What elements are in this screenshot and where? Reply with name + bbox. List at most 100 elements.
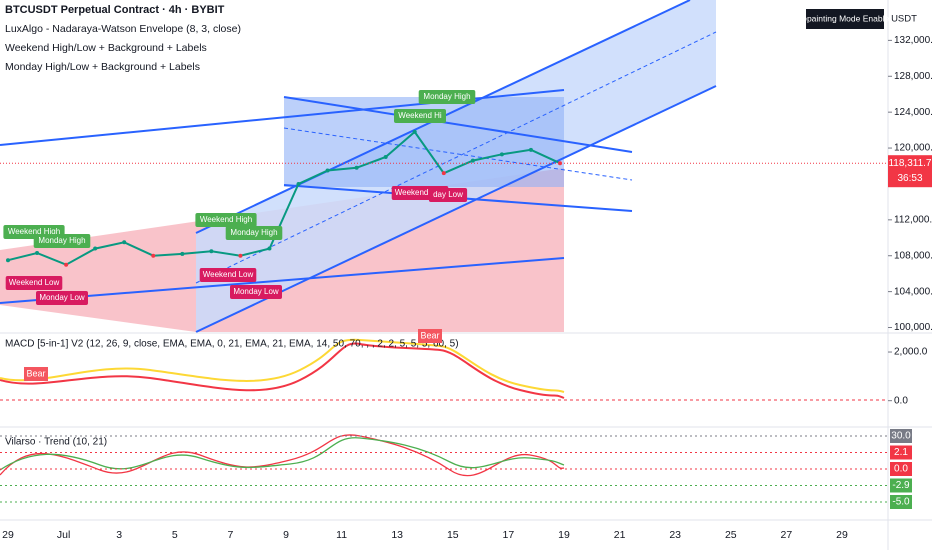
level-label: Weekend Hi — [398, 111, 442, 120]
level-tag — [890, 429, 912, 443]
y-tick-label: 124,000.0 — [894, 107, 932, 118]
signal-line — [0, 338, 565, 393]
price-point — [93, 246, 98, 251]
x-tick-label: 25 — [725, 529, 737, 541]
channel-mid — [283, 127, 633, 181]
y-tick-label: 132,000.0 — [894, 35, 932, 46]
level-tag — [890, 445, 912, 460]
indicator-label: LuxAlgo - Nadaraya-Watson Envelope (8, 3… — [5, 23, 241, 35]
y-tick-label: 100,000.0 — [894, 322, 932, 333]
x-tick-label: 5 — [172, 529, 178, 541]
price-point — [209, 249, 214, 254]
x-tick-label: Jul — [57, 529, 70, 541]
x-tick-label: 3 — [116, 529, 122, 541]
level-label: Weekend Low — [203, 270, 254, 279]
x-tick-label: 21 — [614, 529, 626, 541]
level-label-bg — [230, 285, 282, 299]
level-label: Weekend Low — [395, 188, 446, 197]
y-tick-label: 120,000.0 — [894, 143, 932, 154]
x-tick-label: 17 — [503, 529, 515, 541]
macd-title: MACD [5-in-1] V2 (12, 26, 9, close, EMA,… — [5, 339, 459, 350]
currency: USDT — [891, 14, 917, 25]
price-point — [441, 171, 446, 176]
channel-mid — [195, 31, 717, 284]
symbol-title: BTCUSDT Perpetual Contract · 4h · BYBIT — [5, 4, 225, 16]
level-tag-label: 0.0 — [894, 464, 908, 475]
x-tick-label: 29 — [2, 529, 14, 541]
level-label-bg — [225, 226, 283, 240]
level-label-bg — [195, 213, 257, 227]
level-label-bg — [36, 291, 88, 305]
signal-label: Bear — [420, 330, 439, 340]
price-point — [238, 253, 243, 258]
y-tick-label: 2,000.0 — [894, 347, 928, 358]
level-label-bg — [5, 276, 63, 290]
price-point — [354, 165, 359, 170]
x-tick-label: 19 — [558, 529, 570, 541]
y-tick-label: 112,000.0 — [894, 214, 932, 225]
channel-line — [195, 85, 717, 333]
price-point — [6, 258, 10, 263]
y-tick-label: 128,000.0 — [894, 71, 932, 82]
indicator-label: Weekend High/Low + Background + Labels — [5, 42, 207, 54]
x-tick-label: 27 — [781, 529, 793, 541]
level-tag-label: 2.1 — [894, 447, 908, 458]
price-line — [7, 130, 561, 266]
badge-bg — [806, 9, 884, 29]
y-tick-label: 108,000.0 — [894, 250, 932, 261]
x-tick-label: 7 — [227, 529, 233, 541]
indicator-label: Monday High/Low + Background + Labels — [5, 61, 200, 73]
channel-line — [0, 257, 565, 304]
price-point — [528, 147, 533, 152]
price-point — [122, 240, 127, 245]
y-tick-label: 104,000.0 — [894, 286, 932, 297]
level-label: day Low — [433, 190, 463, 199]
x-tick-label: 9 — [283, 529, 289, 541]
x-tick-label: 23 — [669, 529, 681, 541]
level-label: Weekend High — [200, 215, 252, 224]
level-label-bg — [394, 109, 446, 123]
level-label-bg — [199, 268, 257, 282]
content: BTCUSDT Perpetual Contract · 4h · BYBIT L… — [0, 4, 932, 541]
price-point — [35, 251, 40, 256]
last-price-label: 118,311.7 — [888, 158, 931, 169]
signal-bg — [24, 367, 48, 381]
level-label-bg — [428, 188, 468, 202]
price-point — [499, 152, 504, 157]
countdown: 36:53 — [897, 173, 922, 184]
level-label: Weekend Low — [9, 278, 60, 287]
mode-badge: Repainting Mode Enabled — [796, 13, 894, 23]
level-label-bg — [418, 90, 476, 104]
level-tag-label: -5.0 — [892, 497, 910, 508]
level-tag — [890, 478, 912, 493]
level-tag-label: 30.0 — [891, 431, 911, 442]
level-label: Monday Low — [39, 293, 85, 302]
level-tag-label: -2.9 — [892, 480, 910, 491]
level-label-bg — [33, 234, 91, 248]
price-point — [151, 253, 156, 258]
signal-bg — [418, 329, 442, 343]
price-point — [325, 168, 330, 173]
x-tick-label: 29 — [836, 529, 848, 541]
level-label: Monday High — [423, 92, 470, 101]
x-tick-label: 13 — [391, 529, 403, 541]
price-point — [558, 161, 562, 166]
level-tag — [890, 462, 912, 476]
y-tick-label: 0.0 — [894, 395, 908, 406]
level-label: Monday Low — [233, 287, 279, 296]
price-point — [64, 262, 69, 267]
last-price-tag — [888, 155, 932, 188]
price-point — [383, 155, 388, 160]
price-point — [470, 158, 475, 163]
level-label: Monday High — [230, 228, 277, 237]
trend-line — [0, 437, 565, 471]
trend-title: Vilarso · Trend (10, 21) — [5, 437, 107, 448]
price-point — [180, 251, 185, 256]
level-label: Weekend High — [8, 227, 60, 236]
x-tick-label: 11 — [336, 529, 347, 541]
signal-label: Bear — [26, 368, 45, 378]
price-point — [267, 246, 272, 251]
level-label: Monday High — [38, 236, 85, 245]
price-point — [296, 181, 301, 186]
